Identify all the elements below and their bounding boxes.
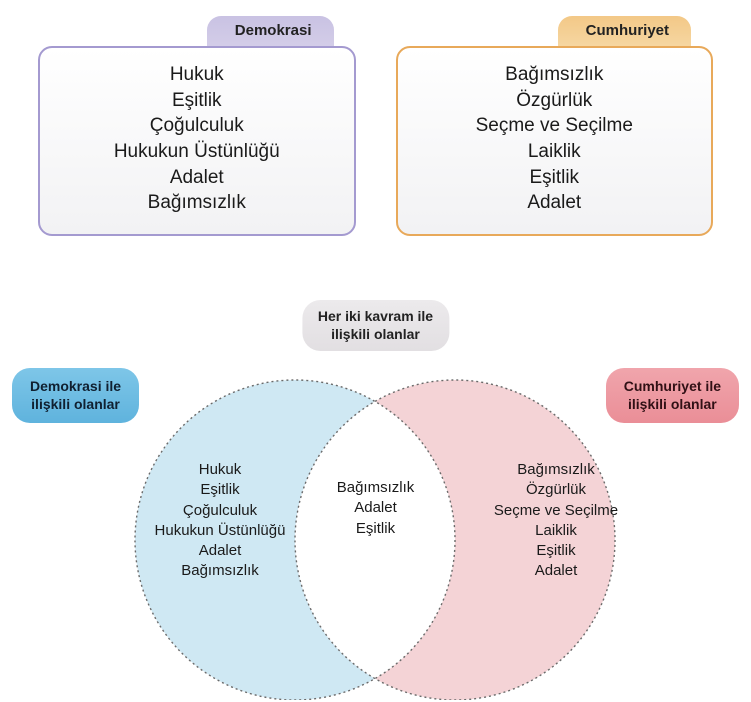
- cumhuriyet-item: Seçme ve Seçilme: [408, 113, 702, 139]
- demokrasi-item: Adalet: [50, 165, 344, 191]
- demokrasi-tab-label: Demokrasi: [235, 22, 312, 39]
- venn-left-item: Eşitlik: [140, 480, 300, 500]
- cumhuriyet-item: Eşitlik: [408, 165, 702, 191]
- cumhuriyet-tab-label: Cumhuriyet: [586, 22, 669, 39]
- cumhuriyet-item: Özgürlük: [408, 88, 702, 114]
- venn-center-content: Bağımsızlık Adalet Eşitlik: [316, 478, 436, 539]
- venn-center-item: Eşitlik: [316, 519, 436, 539]
- venn-left-item: Bağımsızlık: [140, 561, 300, 581]
- top-cards-row: Demokrasi Hukuk Eşitlik Çoğulculuk Hukuk…: [0, 0, 751, 236]
- venn-diagram: Her iki kavram ile ilişkili olanlar Demo…: [0, 300, 751, 700]
- venn-right-item: Eşitlik: [471, 541, 641, 561]
- demokrasi-item: Hukuk: [50, 62, 344, 88]
- cumhuriyet-card: Bağımsızlık Özgürlük Seçme ve Seçilme La…: [396, 46, 714, 236]
- demokrasi-card: Hukuk Eşitlik Çoğulculuk Hukukun Üstünlü…: [38, 46, 356, 236]
- cumhuriyet-item: Laiklik: [408, 139, 702, 165]
- venn-right-item: Laiklik: [471, 521, 641, 541]
- cumhuriyet-item: Adalet: [408, 190, 702, 216]
- demokrasi-item: Eşitlik: [50, 88, 344, 114]
- demokrasi-card-wrap: Demokrasi Hukuk Eşitlik Çoğulculuk Hukuk…: [38, 20, 356, 236]
- cumhuriyet-item: Bağımsızlık: [408, 62, 702, 88]
- venn-right-item: Adalet: [471, 561, 641, 581]
- venn-right-item: Özgürlük: [471, 480, 641, 500]
- demokrasi-item: Hukukun Üstünlüğü: [50, 139, 344, 165]
- venn-left-item: Çoğulculuk: [140, 501, 300, 521]
- venn-left-item: Hukuk: [140, 460, 300, 480]
- venn-center-item: Bağımsızlık: [316, 478, 436, 498]
- venn-center-pill-line1: Her iki kavram ile ilişkili olanlar: [318, 308, 433, 343]
- demokrasi-item: Bağımsızlık: [50, 190, 344, 216]
- venn-left-item: Hukukun Üstünlüğü: [140, 521, 300, 541]
- cumhuriyet-card-wrap: Cumhuriyet Bağımsızlık Özgürlük Seçme ve…: [396, 20, 714, 236]
- venn-center-item: Adalet: [316, 498, 436, 518]
- venn-right-item: Bağımsızlık: [471, 460, 641, 480]
- demokrasi-item: Çoğulculuk: [50, 113, 344, 139]
- venn-left-item: Adalet: [140, 541, 300, 561]
- venn-right-content: Bağımsızlık Özgürlük Seçme ve Seçilme La…: [471, 460, 641, 582]
- venn-right-item: Seçme ve Seçilme: [471, 501, 641, 521]
- venn-left-content: Hukuk Eşitlik Çoğulculuk Hukukun Üstünlü…: [140, 460, 300, 582]
